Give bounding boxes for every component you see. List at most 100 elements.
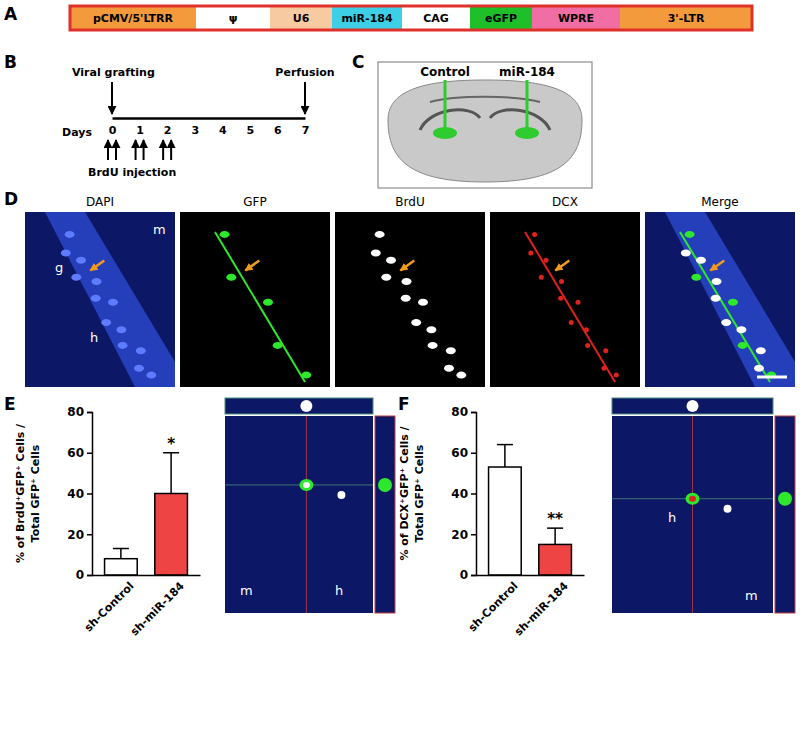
construct-label: CAG — [423, 12, 449, 25]
arrow-indicator — [555, 261, 569, 271]
timeline-axis: 01234567 — [109, 118, 310, 137]
channel-title: BrdU — [395, 195, 424, 209]
injection-spot — [515, 127, 539, 139]
cell — [602, 366, 607, 371]
cell — [301, 372, 311, 379]
x-tick: sh-miR-184 — [512, 575, 571, 638]
granule-layer — [665, 212, 795, 387]
y-axis: 020406080 — [67, 405, 92, 582]
y-tick-label: 20 — [67, 528, 84, 542]
construct-segment — [196, 6, 270, 30]
scale-bar — [757, 376, 787, 379]
cell — [585, 343, 590, 348]
cell — [337, 491, 345, 499]
cell — [116, 326, 126, 333]
cell — [428, 342, 438, 349]
day-label: 2 — [164, 124, 172, 137]
channel-title: GFP — [243, 195, 266, 209]
y-axis-title: Total GFP⁺ Cells — [413, 444, 426, 542]
error-bar — [120, 549, 122, 559]
bar — [489, 467, 522, 575]
panel-letter: F — [398, 394, 410, 414]
cell — [711, 295, 721, 302]
cell — [584, 327, 589, 332]
construct-border — [70, 6, 752, 30]
y-tick-mark — [87, 493, 92, 495]
cell — [378, 478, 392, 492]
y-axis-title: % of BrdU⁺GFP⁺ Cells / — [14, 423, 27, 563]
arrow-indicator — [245, 261, 259, 271]
error-cap — [113, 548, 129, 550]
significance: * — [167, 435, 175, 453]
y-axis-title: Total GFP⁺ Cells — [29, 444, 42, 542]
inset-bg — [612, 416, 773, 613]
panel-letter: A — [4, 4, 18, 24]
construct-segment — [620, 6, 752, 30]
y-tick-mark — [87, 534, 92, 536]
cell — [108, 299, 118, 306]
construct: pCMV/5'LTRRψU6miR-184CAGeGFPWPRE3'-LTR — [70, 6, 752, 30]
y-tick-label: 80 — [451, 405, 468, 419]
cell — [532, 232, 537, 237]
x-axis: sh-Controlsh-miR-184 — [82, 575, 201, 638]
injection-arrow — [162, 140, 164, 160]
construct-label: U6 — [293, 12, 310, 25]
region-label: h — [668, 510, 676, 525]
y-tick-mark — [471, 534, 476, 536]
injection-spot — [433, 127, 457, 139]
y-tick-mark — [87, 412, 92, 414]
cell — [402, 278, 412, 285]
cell — [401, 295, 411, 302]
y-tick-label: 0 — [460, 568, 468, 582]
x-axis: sh-Controlsh-miR-184 — [466, 575, 585, 638]
region-label: m — [240, 583, 253, 598]
confocal-inset: mh — [225, 398, 395, 613]
construct-segment — [332, 6, 402, 30]
brain-section: ControlmiR-184 — [378, 62, 592, 188]
timeline: 01234567DaysViral graftingPerfusionBrdU … — [62, 66, 335, 179]
day-tick: 2 — [164, 118, 172, 137]
cell — [569, 320, 574, 325]
cell — [426, 326, 436, 333]
cell — [220, 231, 230, 238]
cell — [778, 492, 792, 506]
micrograph-panel: BrdU — [335, 195, 485, 387]
day-label: 1 — [136, 124, 144, 137]
micrograph-panel: GFP — [180, 195, 330, 387]
y-tick: 20 — [67, 528, 92, 542]
arrow-indicator — [710, 261, 724, 271]
construct-segment — [470, 6, 532, 30]
cell — [712, 278, 722, 285]
panel-letter: E — [4, 394, 16, 414]
y-tick-label: 40 — [451, 487, 468, 501]
cell — [691, 274, 701, 281]
injection-site-label: miR-184 — [499, 65, 555, 79]
error-bar — [504, 445, 506, 467]
y-tick-mark — [87, 575, 92, 577]
plot-area — [105, 453, 188, 575]
cell — [528, 251, 533, 256]
construct-segment — [402, 6, 470, 30]
cell — [91, 295, 101, 302]
y-tick: 20 — [451, 528, 476, 542]
bar — [155, 494, 188, 576]
category-label: sh-miR-184 — [128, 579, 187, 638]
cell — [300, 400, 312, 412]
ortho-top — [612, 398, 773, 414]
category-label: sh-Control — [82, 580, 137, 635]
micrograph-panel: DAPImgh — [25, 195, 175, 387]
hippocampus — [420, 110, 550, 130]
crosshair — [225, 484, 373, 485]
cell — [728, 299, 738, 306]
y-tick-mark — [471, 493, 476, 495]
day-label: 5 — [247, 124, 255, 137]
micrograph-bg — [645, 212, 795, 387]
cell — [756, 347, 766, 354]
construct-label: WPRE — [558, 12, 594, 25]
cell — [411, 319, 421, 326]
injection-track — [526, 80, 529, 130]
panel-letter: C — [352, 52, 364, 72]
day-label: 0 — [109, 124, 117, 137]
error-bar — [554, 528, 556, 544]
cell — [456, 372, 466, 379]
